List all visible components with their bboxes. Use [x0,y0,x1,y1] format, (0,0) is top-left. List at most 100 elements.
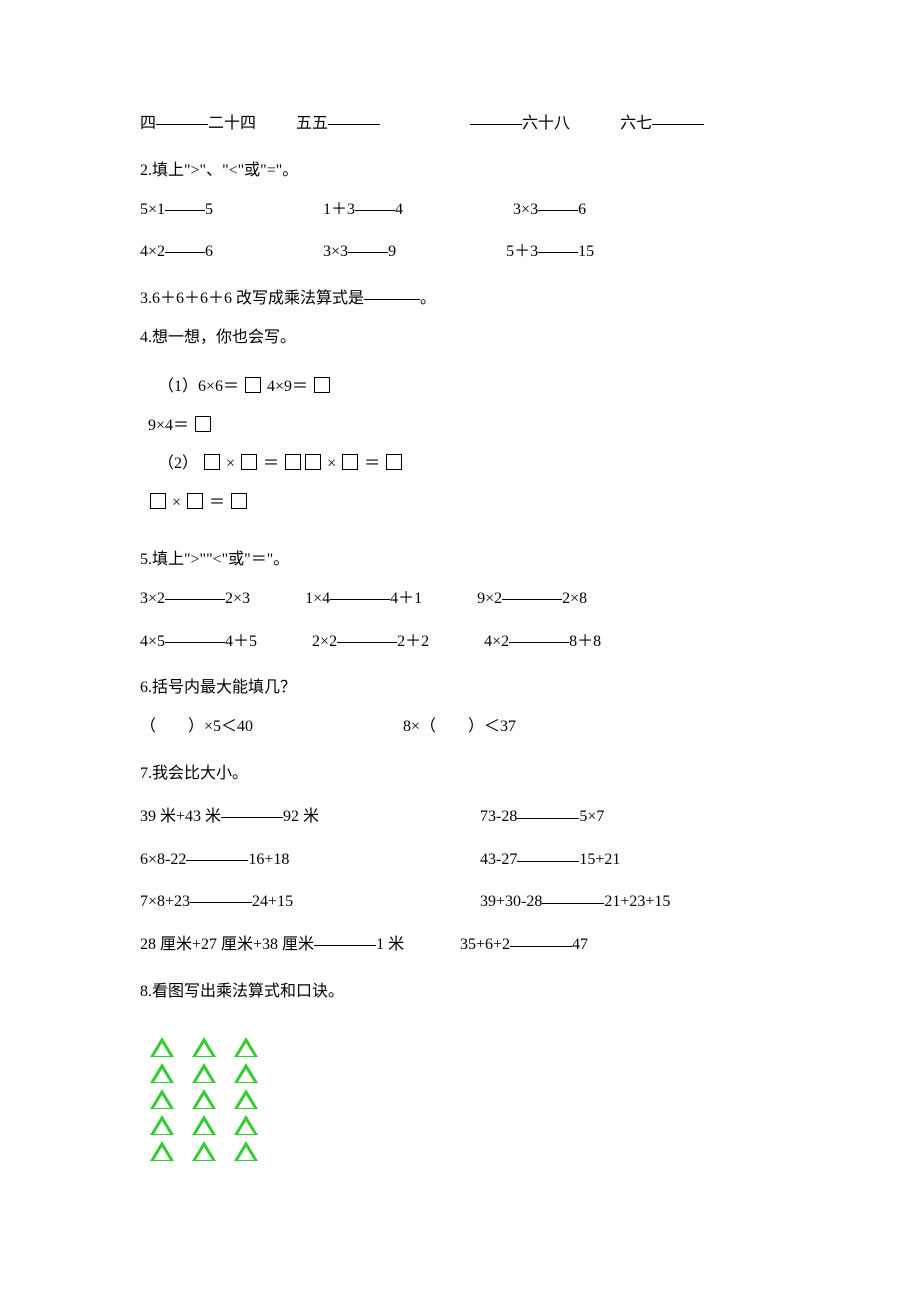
q2-blank[interactable] [165,236,205,253]
q1-blank-1[interactable] [328,108,380,125]
q7-row: 28 厘米+27 厘米+38 厘米1 米35+6+247 [140,931,780,960]
q3-blank[interactable] [364,283,420,300]
q4l3e: ＝ [364,455,380,472]
q2-row1: 5×1 5 1＋3 4 3×3 6 [140,196,780,225]
q7-right-a: 73-28 [480,808,517,825]
triangle-row [150,1141,780,1161]
q2r2b: 6 [205,238,213,267]
q7-right-a: 43-27 [480,851,517,868]
box-icon[interactable] [204,454,220,470]
q1-p3: 六十八 [522,110,570,139]
q2-blank[interactable] [355,194,395,211]
triangle-icon [150,1089,174,1109]
triangle-icon [150,1037,174,1057]
q7-blank[interactable] [542,887,604,904]
q6a: （ ）×5＜40 [140,713,253,742]
q5r1b: 2×3 [225,585,250,614]
q4l1b: 4×9＝ [267,378,308,395]
box-icon[interactable] [386,454,402,470]
q3-text-b: 。 [420,285,436,314]
q7-left-a: 28 厘米+27 厘米+38 厘米 [140,931,314,960]
q7-rows: 39 米+43 米92 米73-285×76×8-2216+1843-2715+… [140,803,780,960]
box-icon[interactable] [241,454,257,470]
q6b: 8×（ ）＜37 [403,713,516,742]
q2-title: 2.填上">"、"<"或"="。 [140,157,780,186]
box-icon[interactable] [285,454,301,470]
q5r2a: 4×5 [140,628,165,657]
q7-blank[interactable] [314,929,376,946]
q7-blank[interactable] [186,844,248,861]
q2-blank[interactable] [538,194,578,211]
q7-blank[interactable] [517,845,579,862]
q7-left-b: 16+18 [248,846,289,875]
q5r2d: 2＋2 [397,628,429,657]
q5-blank[interactable] [165,583,225,600]
box-icon[interactable] [195,416,211,432]
q1-p2: 五五 [296,110,328,139]
box-icon[interactable] [342,454,358,470]
q6-row: （ ）×5＜40 8×（ ）＜37 [140,713,780,742]
q7-blank[interactable] [221,801,283,818]
q1-p1: 二十四 [208,110,256,139]
box-icon[interactable] [314,377,330,393]
q7-title: 7.我会比大小。 [140,760,780,789]
q2r2a: 4×2 [140,238,165,267]
q4l3b: × [226,455,235,472]
q2r1c: 1＋3 [323,196,355,225]
q7-right-a: 35+6+2 [460,936,510,953]
q8-title: 8.看图写出乘法算式和口诀。 [140,978,780,1007]
q5r1a: 3×2 [140,585,165,614]
q4-line1: （1）6×6＝ 4×9＝ [158,373,780,402]
q4l4a: × [172,494,181,511]
q2-blank[interactable] [348,236,388,253]
triangle-icon [192,1089,216,1109]
q7-left-b: 24+15 [252,888,293,917]
q5-blank[interactable] [330,583,390,600]
box-icon[interactable] [245,377,261,393]
q4-title: 4.想一想，你也会写。 [140,324,780,353]
q7-row: 6×8-2216+1843-2715+21 [140,846,780,875]
q5-blank[interactable] [502,583,562,600]
box-icon[interactable] [150,493,166,509]
q4l2a: 9×4＝ [148,417,189,434]
q7-left-a: 6×8-22 [140,846,186,875]
triangle-row [150,1037,780,1057]
triangle-icon [150,1115,174,1135]
q7-blank[interactable] [190,886,252,903]
triangle-icon [192,1063,216,1083]
q5r1c: 1×4 [305,585,330,614]
q2r1e: 3×3 [513,196,538,225]
q1-blank-0[interactable] [156,108,208,125]
q1-row: 四 二十四 五五 六十八 六七 [140,110,780,139]
q1-blank-3[interactable] [652,108,704,125]
q1-blank-2[interactable] [470,108,522,125]
q5r1e: 9×2 [477,585,502,614]
q7-blank[interactable] [517,802,579,819]
q7-left-b: 1 米 [376,931,404,960]
triangle-icon [192,1115,216,1135]
triangle-icon [150,1063,174,1083]
triangle-icon [234,1141,258,1161]
q5-blank[interactable] [509,626,569,643]
q5-blank[interactable] [165,626,225,643]
q5-row1: 3×2 2×3 1×4 4＋1 9×2 2×8 [140,585,780,614]
q2-blank[interactable] [538,236,578,253]
q7-right-a: 39+30-28 [480,893,542,910]
q3: 3.6＋6＋6＋6 改写成乘法算式是 。 [140,285,780,314]
triangle-icon [150,1141,174,1161]
q7-row: 7×8+2324+1539+30-2821+23+15 [140,888,780,917]
triangle-icon [234,1115,258,1135]
q4-line4: × ＝ [148,489,780,518]
q5-blank[interactable] [337,626,397,643]
q4l3d: × [327,455,336,472]
q7-left-a: 7×8+23 [140,888,190,917]
box-icon[interactable] [231,493,247,509]
triangle-icon [234,1089,258,1109]
q5-row2: 4×5 4＋5 2×2 2＋2 4×2 8＋8 [140,628,780,657]
q7-blank[interactable] [510,930,572,947]
triangle-icon [234,1037,258,1057]
box-icon[interactable] [305,454,321,470]
triangle-grid [150,1037,780,1161]
q2-blank[interactable] [165,194,205,211]
box-icon[interactable] [187,493,203,509]
